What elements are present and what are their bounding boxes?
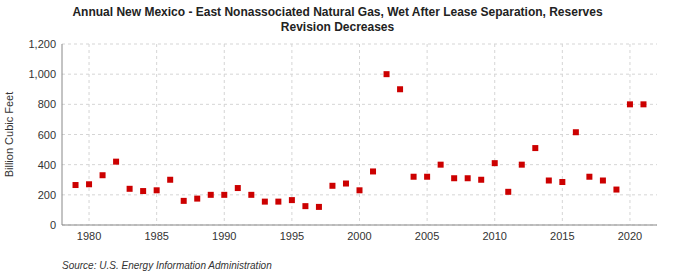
- point: [289, 197, 295, 203]
- x-tick-label: 1995: [280, 230, 304, 242]
- grid-line-x: [224, 44, 225, 225]
- point: [397, 86, 403, 92]
- point: [181, 198, 187, 204]
- grid-line-y: [62, 225, 657, 226]
- x-tick-label: 2000: [347, 230, 371, 242]
- y-tick-label: 0: [50, 219, 56, 231]
- y-tick-label: 1,000: [28, 68, 56, 80]
- x-tick-label: 2015: [550, 230, 574, 242]
- point: [438, 162, 444, 168]
- annotation: Source: U.S. Energy Information Administ…: [62, 260, 272, 271]
- point: [194, 196, 200, 202]
- grid-line-x: [629, 44, 630, 225]
- point: [302, 203, 308, 209]
- point: [573, 129, 579, 135]
- y-tick-label: 200: [38, 189, 56, 201]
- point: [113, 159, 119, 165]
- x-tick-label: 2005: [415, 230, 439, 242]
- point: [73, 182, 79, 188]
- point: [221, 192, 227, 198]
- y-axis-label: Billion Cubic Feet: [3, 92, 15, 178]
- point: [546, 178, 552, 184]
- point: [600, 178, 606, 184]
- x-tick-label: 2020: [618, 230, 642, 242]
- point: [613, 187, 619, 193]
- x-tick-label: 2010: [482, 230, 506, 242]
- point: [343, 181, 349, 187]
- points: [73, 71, 647, 210]
- y-tick-label: 800: [38, 98, 56, 110]
- background: [0, 0, 675, 275]
- point: [451, 175, 457, 181]
- point: [208, 192, 214, 198]
- x-axis-line: [62, 225, 657, 226]
- point: [167, 177, 173, 183]
- grid-line-x: [562, 44, 563, 225]
- grid: [62, 44, 657, 225]
- title: Annual New Mexico - East Nonassociated N…: [72, 5, 603, 34]
- x-tick-label: 1980: [77, 230, 101, 242]
- x-tick-label: 1990: [212, 230, 236, 242]
- y-tick-label: 1,200: [28, 38, 56, 50]
- point: [329, 183, 335, 189]
- grid-line-x: [427, 44, 428, 225]
- point: [640, 101, 646, 107]
- point: [505, 189, 511, 195]
- point: [384, 71, 390, 77]
- point: [127, 186, 133, 192]
- point: [424, 174, 430, 180]
- point: [492, 160, 498, 166]
- point: [519, 162, 525, 168]
- x-tick-label: 1985: [144, 230, 168, 242]
- point: [586, 174, 592, 180]
- grid-line-x: [494, 44, 495, 225]
- chart: Annual New Mexico - East Nonassociated N…: [0, 0, 675, 275]
- point: [140, 188, 146, 194]
- point: [275, 199, 281, 205]
- point: [86, 181, 92, 187]
- point: [262, 199, 268, 205]
- point: [532, 145, 538, 151]
- point: [235, 185, 241, 191]
- grid-line-x: [359, 44, 360, 225]
- y-tick-label: 400: [38, 159, 56, 171]
- grid-line-x: [156, 44, 157, 225]
- y-axis-line: [62, 44, 63, 225]
- point: [316, 204, 322, 210]
- point: [627, 101, 633, 107]
- point: [357, 187, 363, 193]
- point: [248, 192, 254, 198]
- point: [100, 172, 106, 178]
- point: [465, 175, 471, 181]
- point: [478, 177, 484, 183]
- point: [411, 174, 417, 180]
- y-tick-label: 600: [38, 129, 56, 141]
- point: [559, 179, 565, 185]
- point: [370, 168, 376, 174]
- point: [154, 187, 160, 193]
- grid-line-x: [89, 44, 90, 225]
